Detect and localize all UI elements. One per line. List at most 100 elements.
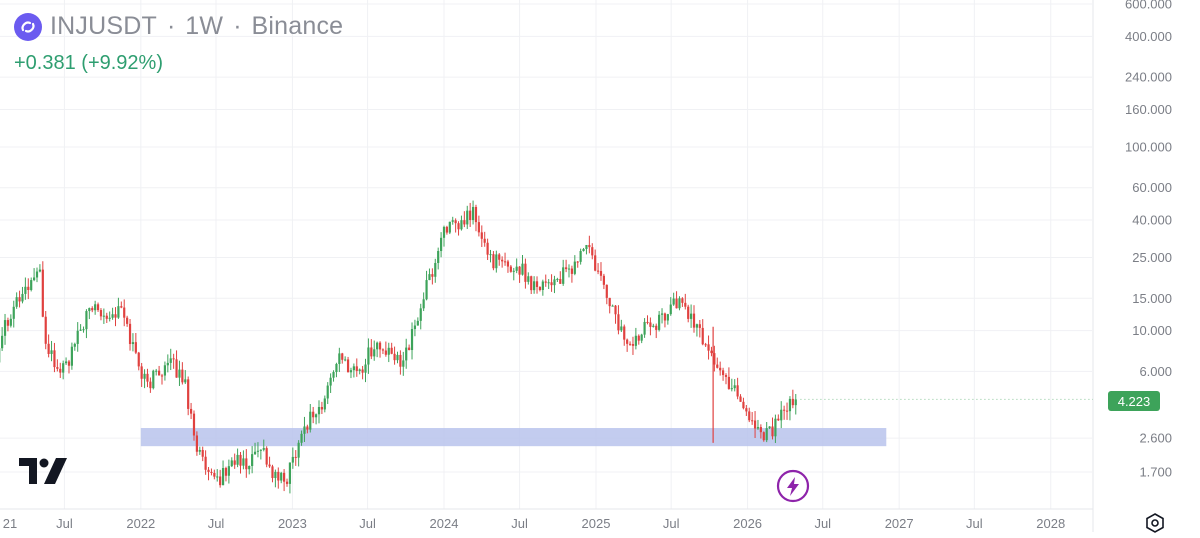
candle-body (553, 279, 555, 285)
candle-body (754, 421, 756, 429)
x-tick-label: Jul (814, 516, 831, 531)
candle-body (565, 267, 567, 269)
candle-body (638, 336, 640, 341)
candle-body (501, 260, 503, 262)
candle-body (231, 460, 233, 466)
candle-body (48, 344, 50, 354)
candle-body (411, 329, 413, 350)
y-tick-label: 40.000 (1132, 213, 1172, 228)
candle-body (399, 355, 401, 367)
candle-body (693, 314, 695, 328)
candle-body (585, 245, 587, 249)
candle-body (594, 255, 596, 270)
candle-body (170, 358, 172, 363)
candle-body (548, 282, 550, 283)
candle-body (364, 365, 366, 373)
candle-body (42, 270, 44, 317)
exchange-label: Binance (252, 12, 344, 41)
candle-body (489, 254, 491, 255)
candle-body (228, 466, 230, 476)
candle-body (205, 457, 207, 470)
y-tick-label: 240.000 (1125, 70, 1172, 85)
candle-body (85, 311, 87, 329)
candle-body (109, 318, 111, 319)
candle-body (391, 348, 393, 354)
candle-body (667, 314, 669, 320)
candle-body (789, 399, 791, 411)
candle-body (123, 308, 125, 318)
candle-body (138, 353, 140, 367)
candle-body (675, 299, 677, 309)
candle-body (100, 310, 102, 316)
candle-body (795, 399, 797, 405)
settings-icon[interactable] (1144, 513, 1166, 538)
candle-body (705, 344, 707, 345)
candle-body (65, 361, 67, 363)
candle-body (518, 267, 520, 275)
candle-body (550, 282, 552, 285)
candle-body (97, 304, 99, 310)
candle-body (373, 349, 375, 356)
candle-body (742, 402, 744, 408)
candle-body (632, 344, 634, 346)
candle-body (388, 348, 390, 355)
candle-body (574, 262, 576, 274)
y-tick-label: 100.000 (1125, 139, 1172, 154)
candle-body (530, 276, 532, 290)
x-tick-label: 2022 (126, 516, 155, 531)
candle-body (745, 408, 747, 411)
candle-body (763, 432, 765, 440)
candle-body (283, 473, 285, 482)
candle-body (734, 385, 736, 388)
candle-body (10, 319, 12, 326)
candle-body (556, 279, 558, 280)
candle-body (13, 307, 15, 319)
candle-body (245, 458, 247, 469)
candle-body (405, 348, 407, 361)
candle-body (344, 359, 346, 360)
candle-body (641, 335, 643, 341)
candle-body (298, 443, 300, 458)
symbol-header[interactable]: INJUSDT · 1W · Binance (14, 12, 343, 41)
candle-body (455, 220, 457, 223)
candle-body (495, 254, 497, 268)
candle-body (300, 434, 302, 443)
flash-icon[interactable] (776, 469, 810, 508)
x-tick-label: Jul (663, 516, 680, 531)
candle-body (612, 306, 614, 307)
candle-body (88, 308, 90, 311)
candle-body (431, 274, 433, 277)
candle-body (536, 281, 538, 287)
candle-body (620, 326, 622, 330)
candle-body (202, 450, 204, 457)
candle-body (521, 264, 523, 275)
candle-body (39, 270, 41, 272)
candle-body (126, 318, 128, 324)
y-tick-label: 10.000 (1132, 323, 1172, 338)
candle-body (577, 262, 579, 263)
candle-body (4, 320, 6, 336)
candle-body (623, 326, 625, 339)
candle-body (707, 344, 709, 350)
tradingview-logo-icon[interactable] (19, 458, 69, 489)
candle-body (59, 369, 61, 373)
candle-body (187, 379, 189, 409)
candle-body (748, 411, 750, 420)
candle-body (330, 378, 332, 386)
candle-body (111, 314, 113, 318)
candle-body (434, 263, 436, 277)
x-tick-label: 21 (3, 516, 17, 531)
candle-body (588, 245, 590, 247)
candle-body (731, 388, 733, 389)
candle-body (609, 298, 611, 306)
x-tick-label: 2027 (885, 516, 914, 531)
interval-label[interactable]: 1W (185, 12, 223, 41)
candle-body (420, 308, 422, 321)
y-tick-label: 25.000 (1132, 250, 1172, 265)
candle-body (350, 370, 352, 372)
candle-body (673, 299, 675, 305)
candle-body (382, 349, 384, 350)
candle-body (786, 411, 788, 412)
candle-body (277, 472, 279, 481)
